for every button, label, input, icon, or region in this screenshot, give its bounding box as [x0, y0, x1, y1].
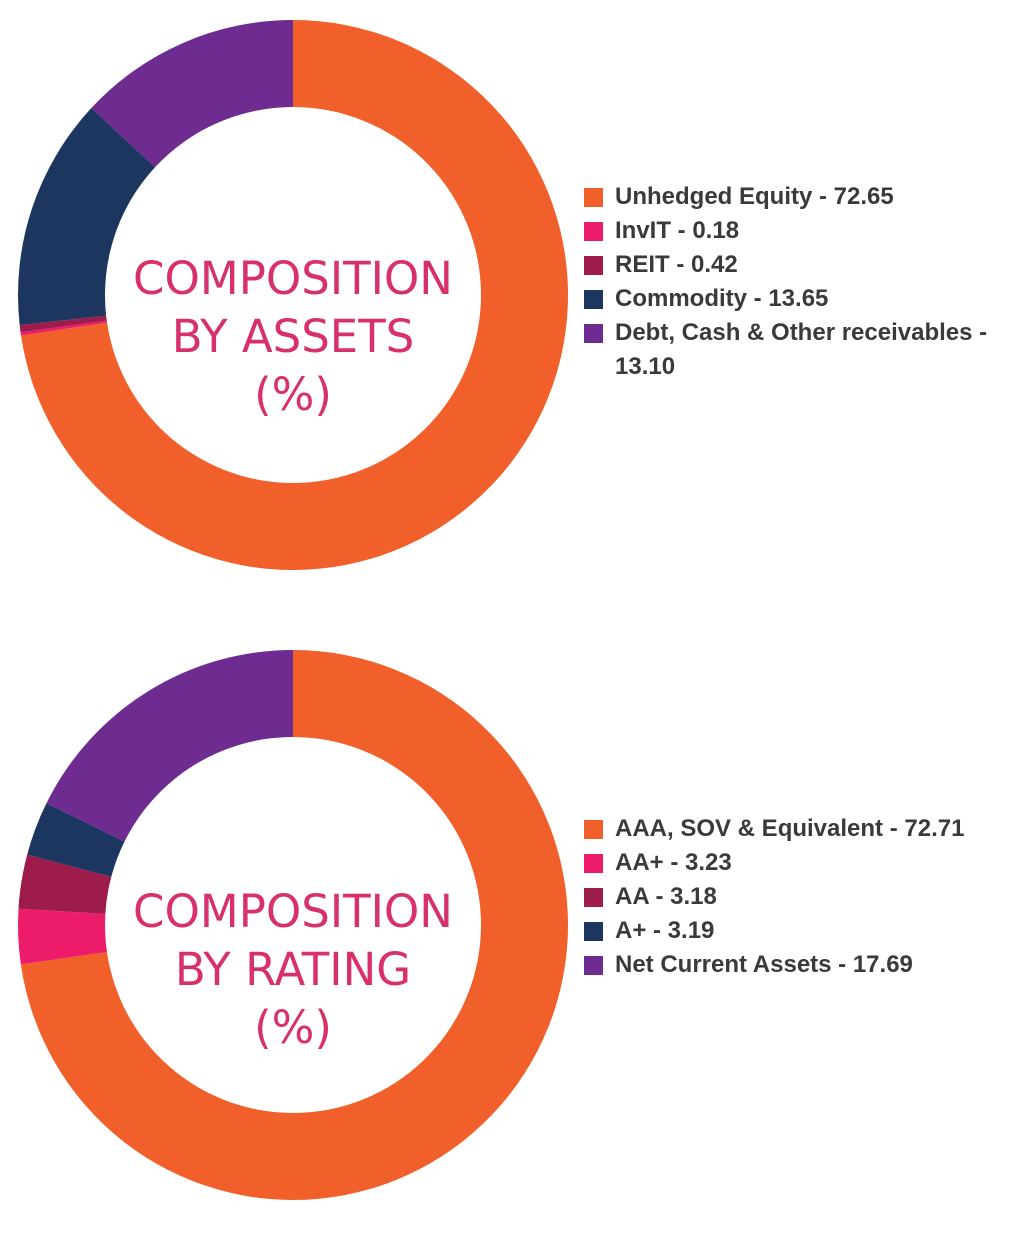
donut-slice-aaa-sov-equivalent — [20, 650, 569, 1200]
assets-center-line-2: BY ASSETS — [171, 310, 415, 363]
donut-slice-debt-cash-other-receivables — [91, 20, 293, 168]
legend-label: Net Current Assets - 17.69 — [615, 951, 913, 978]
legend-label: Commodity - 13.65 — [615, 285, 829, 312]
legend-swatch — [584, 888, 603, 907]
legend-item-debt-cash: Debt, Cash & Other receivables - 13.10 — [584, 316, 1009, 384]
assets-legend: Unhedged Equity - 72.65 InvIT - 0.18 REI… — [584, 180, 1009, 384]
legend-label: Debt, Cash & Other receivables - 13.10 — [615, 319, 988, 380]
legend-swatch — [584, 256, 603, 275]
legend-swatch — [584, 922, 603, 941]
legend-swatch — [584, 956, 603, 975]
legend-label: AA+ - 3.23 — [615, 849, 732, 876]
legend-swatch — [584, 820, 603, 839]
legend-swatch — [584, 188, 603, 207]
legend-item-a-plus: A+ - 3.19 — [584, 914, 1009, 948]
donut-slice-unhedged-equity — [20, 20, 569, 570]
donut-slice-aa — [18, 908, 107, 965]
legend-item-commodity: Commodity - 13.65 — [584, 282, 1009, 316]
rating-center-line-1: COMPOSITION — [133, 885, 453, 938]
donut-slice-aa — [18, 854, 112, 914]
legend-item-aa: AA - 3.18 — [584, 880, 1009, 914]
rating-chart: COMPOSITION BY RATING (%) AAA, SOV & Equ… — [0, 630, 1015, 1230]
legend-item-net-current-assets: Net Current Assets - 17.69 — [584, 948, 1009, 982]
assets-center-label: COMPOSITION BY ASSETS (%) — [100, 250, 486, 424]
donut-slice-invit — [20, 320, 108, 336]
legend-swatch — [584, 854, 603, 873]
legend-label: InvIT - 0.18 — [615, 217, 740, 244]
rating-center-label: COMPOSITION BY RATING (%) — [100, 883, 486, 1057]
assets-center-line-1: COMPOSITION — [133, 252, 453, 305]
legend-swatch — [584, 290, 603, 309]
assets-chart: COMPOSITION BY ASSETS (%) Unhedged Equit… — [0, 0, 1015, 600]
rating-legend: AAA, SOV & Equivalent - 72.71 AA+ - 3.23… — [584, 812, 1009, 982]
legend-label: REIT - 0.42 — [615, 251, 738, 278]
legend-swatch — [584, 324, 603, 343]
rating-donut — [18, 650, 569, 1200]
donut-slice-commodity — [17, 108, 156, 326]
rating-center-line-2: BY RATING — [174, 943, 412, 996]
rating-center-line-3: (%) — [254, 1001, 332, 1054]
legend-item-unhedged-equity: Unhedged Equity - 72.65 — [584, 180, 1009, 214]
donut-slice-reit — [19, 315, 107, 333]
donut-slice-a — [27, 803, 125, 877]
legend-label: A+ - 3.19 — [615, 917, 715, 944]
donut-slice-net-current-assets — [46, 650, 293, 842]
legend-item-reit: REIT - 0.42 — [584, 248, 1009, 282]
assets-donut — [17, 20, 569, 570]
legend-label: AAA, SOV & Equivalent - 72.71 — [615, 815, 965, 842]
legend-item-aaa-sov: AAA, SOV & Equivalent - 72.71 — [584, 812, 1009, 846]
legend-label: AA - 3.18 — [615, 883, 717, 910]
legend-swatch — [584, 222, 603, 241]
legend-label: Unhedged Equity - 72.65 — [615, 183, 894, 210]
assets-center-line-3: (%) — [254, 368, 332, 421]
legend-item-aa-plus: AA+ - 3.23 — [584, 846, 1009, 880]
legend-item-invit: InvIT - 0.18 — [584, 214, 1009, 248]
